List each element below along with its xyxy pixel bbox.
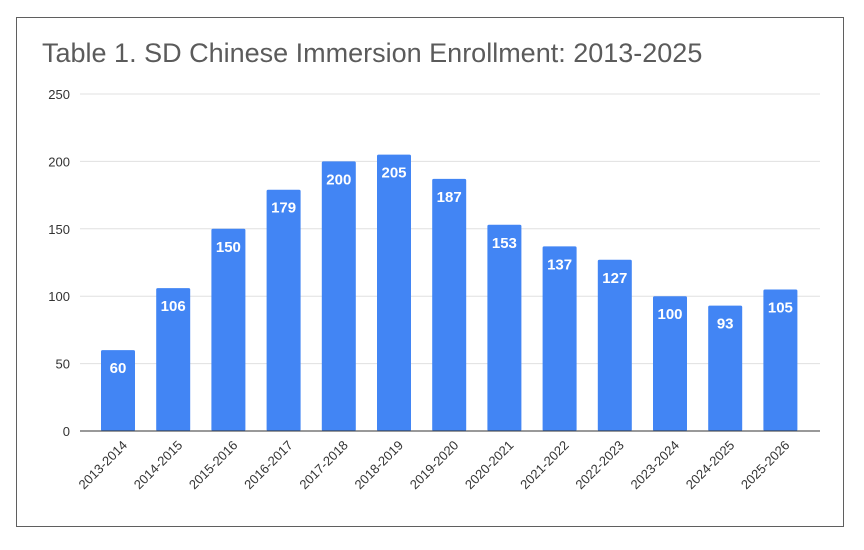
data-label-2021-2022: 137 <box>547 256 572 273</box>
bar-2017-2018 <box>321 161 356 431</box>
data-label-2016-2017: 179 <box>271 200 296 217</box>
bar-2019-2020 <box>432 178 467 431</box>
bar-2016-2017 <box>266 189 301 431</box>
data-label-2018-2019: 205 <box>381 165 406 182</box>
bar-2014-2015 <box>156 288 191 431</box>
bar-2013-2014 <box>101 350 135 431</box>
data-label-2020-2021: 153 <box>492 235 517 252</box>
x-tick-label-2014-2015: 2014-2015 <box>131 438 186 493</box>
data-label-2019-2020: 187 <box>437 189 462 206</box>
bar-2020-2021 <box>487 224 522 431</box>
x-tick-label-2019-2020: 2019-2020 <box>407 438 462 493</box>
x-tick-label-2020-2021: 2020-2021 <box>462 438 517 493</box>
data-label-2014-2015: 106 <box>161 298 186 315</box>
y-tick-label-50: 50 <box>56 357 70 372</box>
chart-frame <box>16 17 844 527</box>
y-tick-label-0: 0 <box>63 424 70 439</box>
x-tick-label-2018-2019: 2018-2019 <box>352 438 407 493</box>
bar-2024-2025 <box>708 305 743 431</box>
y-tick-label-250: 250 <box>48 87 70 102</box>
bar-2015-2016 <box>211 228 246 431</box>
x-tick-label-2013-2014: 2013-2014 <box>76 438 131 493</box>
bar-2018-2019 <box>377 154 411 431</box>
data-label-2022-2023: 127 <box>602 270 627 287</box>
data-label-2023-2024: 100 <box>657 306 682 323</box>
y-tick-label-150: 150 <box>48 222 70 237</box>
data-label-2015-2016: 150 <box>216 239 241 256</box>
data-label-2025-2026: 105 <box>768 299 793 316</box>
x-tick-label-2017-2018: 2017-2018 <box>296 438 351 493</box>
x-tick-label-2025-2026: 2025-2026 <box>738 438 793 493</box>
data-label-2013-2014: 60 <box>110 360 127 377</box>
bar-2021-2022 <box>542 246 577 431</box>
data-label-2024-2025: 93 <box>717 316 734 333</box>
x-tick-label-2022-2023: 2022-2023 <box>572 438 627 493</box>
bar-2025-2026 <box>763 289 798 431</box>
bar-2022-2023 <box>597 259 632 431</box>
y-tick-label-100: 100 <box>48 289 70 304</box>
data-label-2017-2018: 200 <box>326 171 351 188</box>
x-tick-label-2023-2024: 2023-2024 <box>628 438 683 493</box>
bar-2023-2024 <box>653 296 687 431</box>
chart-title: Table 1. SD Chinese Immersion Enrollment… <box>42 38 703 68</box>
x-tick-label-2015-2016: 2015-2016 <box>186 438 241 493</box>
x-tick-label-2021-2022: 2021-2022 <box>517 438 572 493</box>
x-tick-label-2024-2025: 2024-2025 <box>683 438 738 493</box>
y-tick-label-200: 200 <box>48 154 70 169</box>
x-tick-label-2016-2017: 2016-2017 <box>241 438 296 493</box>
